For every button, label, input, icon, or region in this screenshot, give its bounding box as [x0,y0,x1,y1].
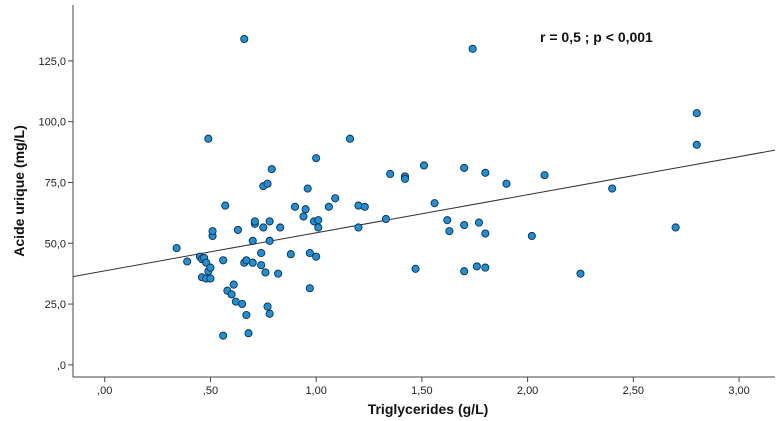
data-point [381,214,390,224]
data-point [540,171,549,180]
data-point [248,236,257,245]
x-tick-label: 2,00 [517,385,538,397]
data-point [324,202,333,211]
data-point [345,134,355,143]
correlation-annotation: r = 0,5 ; p < 0,001 [540,29,653,45]
data-point [692,140,701,149]
y-tick-label: 125,0 [38,56,66,68]
data-point [502,179,511,188]
data-point [219,256,228,265]
data-point [305,248,314,258]
y-tick-label: 25,0 [45,299,66,311]
data-point [206,263,215,272]
data-point [354,223,363,232]
data-point [460,267,469,276]
data-point [430,199,439,208]
data-point [331,194,340,203]
data-point [468,44,477,53]
data-point [221,201,230,210]
data-point [263,302,272,311]
data-point [443,216,452,225]
data-point [419,161,429,170]
data-point [576,269,585,278]
regression-line [72,149,776,278]
data-point [219,331,228,340]
data-point [608,184,617,193]
data-point [172,244,181,253]
data-point [265,309,274,318]
data-point [267,165,276,174]
data-point [286,250,295,259]
data-point [303,184,312,193]
data-point [265,236,274,245]
y-tick-label: 100,0 [38,117,66,129]
x-tick-label: 1,50 [411,385,432,397]
data-point [460,163,469,172]
data-point [238,300,247,309]
data-point [263,179,272,188]
data-point [250,217,259,226]
data-point [242,310,251,320]
data-point [312,252,321,261]
data-point [360,202,369,211]
data-point [265,217,274,226]
data-point [257,248,266,258]
data-point [481,229,490,238]
data-point [248,258,257,267]
y-tick-label: 50,0 [45,238,66,250]
data-point [208,227,217,236]
x-tick-label: 2,50 [623,385,644,397]
data-point [261,268,270,277]
data-point [411,264,420,273]
x-tick-label: ,00 [97,385,112,397]
data-point [229,280,238,289]
data-point [314,223,323,232]
data-point [445,227,454,236]
data-point [290,202,300,211]
data-point [301,205,310,214]
data-point [314,216,323,225]
y-axis-title: Acide urique (mg/L) [11,125,27,256]
data-point [692,109,701,118]
data-point [481,168,490,177]
data-point [474,218,484,227]
y-tick-label: 75,0 [45,177,66,189]
data-point [206,274,215,283]
x-tick-label: ,50 [203,385,218,397]
fit-line-group [72,149,776,278]
data-point [240,34,249,44]
points-group [172,34,701,340]
data-point [400,174,410,183]
data-point [305,284,314,293]
data-point [233,225,242,234]
data-point [527,231,536,241]
tick-group: ,00 ,50 1,00 1,50 2,00 2,50 3,00 ,0 25,0 50,0 75,0… [38,56,749,397]
data-point [276,223,285,232]
y-tick-label: ,0 [57,360,66,372]
data-point [460,220,469,230]
data-point [257,261,266,270]
data-point [472,262,481,271]
data-point [259,223,268,232]
data-point [299,212,308,221]
data-point [204,134,213,143]
data-point [386,169,395,179]
x-tick-label: 1,00 [305,385,326,397]
data-point [671,223,680,232]
data-point [274,269,283,278]
data-point [183,257,192,266]
data-point [244,329,253,338]
data-point [481,263,490,272]
x-tick-label: 3,00 [728,385,749,397]
x-axis-title: Triglycerides (g/L) [368,401,489,417]
data-point [312,154,321,163]
data-point [227,290,236,299]
